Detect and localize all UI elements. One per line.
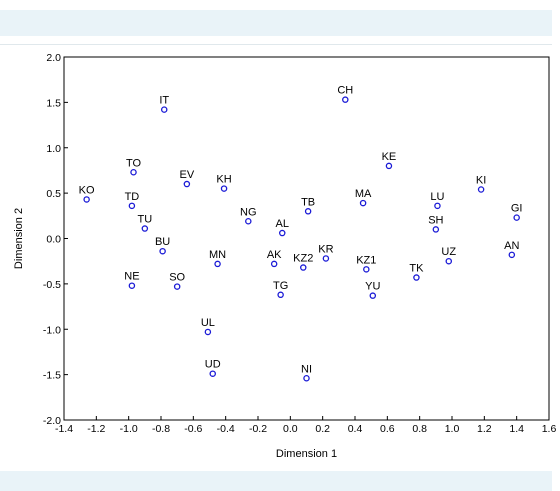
data-point	[385, 162, 393, 170]
x-tick-label: -1.0	[120, 423, 138, 435]
point-label: KI	[476, 174, 486, 186]
x-tick-label: 1.2	[477, 423, 492, 435]
y-tick-label: -1.5	[43, 370, 61, 382]
y-tick-label: -1.0	[43, 324, 61, 336]
x-tick-label: 0.4	[348, 423, 363, 435]
point-label: KO	[79, 184, 95, 196]
point-label: LU	[430, 191, 444, 203]
x-tick-label: -0.4	[217, 423, 235, 435]
point-label: GI	[511, 203, 523, 215]
x-tick-label: -0.2	[249, 423, 267, 435]
x-tick-label: 1.0	[445, 423, 460, 435]
point-label: NG	[240, 206, 257, 218]
point-label: UD	[205, 359, 221, 371]
point-label: AK	[267, 249, 282, 261]
data-point	[363, 266, 370, 273]
data-point	[204, 328, 212, 336]
data-point	[159, 247, 166, 255]
point-label: IT	[159, 95, 169, 107]
point-label: KE	[382, 151, 397, 163]
data-point	[245, 218, 252, 225]
data-point	[445, 257, 453, 265]
point-label: TO	[126, 157, 142, 169]
point-label: TB	[301, 196, 315, 208]
point-label: TD	[125, 191, 140, 203]
x-axis-label: Dimension 1	[276, 448, 337, 460]
data-point	[434, 202, 441, 210]
data-point	[432, 226, 440, 233]
data-point	[359, 199, 367, 207]
data-point	[513, 214, 520, 221]
data-point	[83, 196, 90, 203]
y-tick-label: 2.0	[46, 52, 61, 64]
point-label: MA	[355, 188, 372, 200]
x-tick-label: 0.2	[315, 423, 330, 435]
point-label: KH	[216, 174, 231, 186]
x-tick-label: 1.6	[542, 423, 557, 435]
x-tick-label: -1.2	[87, 423, 105, 435]
data-point	[141, 225, 149, 232]
y-axis-label: Dimension 2	[13, 208, 25, 269]
data-point	[183, 180, 191, 188]
data-point	[342, 96, 349, 103]
data-point	[173, 283, 181, 290]
point-label: KZ1	[356, 254, 376, 266]
data-point	[128, 202, 136, 210]
data-point	[322, 255, 330, 262]
point-label: CH	[337, 85, 353, 97]
x-tick-label: -0.6	[184, 423, 202, 435]
y-tick-label: 0.5	[46, 188, 61, 200]
point-label: SO	[169, 272, 185, 284]
x-tick-label: -0.8	[152, 423, 170, 435]
y-tick-label: -0.5	[43, 279, 61, 291]
data-point	[209, 370, 216, 377]
data-point	[278, 229, 286, 237]
point-label: UL	[201, 317, 215, 329]
point-label: TK	[409, 263, 424, 275]
top-band	[0, 10, 552, 36]
point-label: BU	[155, 236, 170, 248]
y-tick-label: 1.0	[46, 143, 61, 155]
data-point	[508, 251, 516, 259]
x-tick-label: 1.4	[509, 423, 524, 435]
point-label: MN	[209, 249, 226, 261]
point-label: NE	[124, 271, 139, 283]
data-point	[477, 186, 485, 193]
data-point	[220, 185, 228, 192]
y-tick-label: -2.0	[43, 415, 61, 427]
data-point	[128, 282, 136, 289]
x-tick-label: 0.0	[283, 423, 298, 435]
data-point	[160, 106, 168, 113]
data-point	[300, 264, 307, 271]
x-tick-label: 0.6	[380, 423, 395, 435]
data-point	[369, 292, 377, 299]
point-label: TG	[273, 280, 288, 292]
y-tick-label: 1.5	[46, 97, 61, 109]
x-tick-label: 0.8	[412, 423, 427, 435]
point-label: NI	[301, 363, 312, 375]
data-point	[304, 208, 312, 215]
point-label: AL	[276, 218, 289, 230]
point-label: TU	[137, 214, 152, 226]
point-label: YU	[365, 281, 380, 293]
point-label: AN	[504, 240, 519, 252]
chart-frame	[0, 44, 552, 466]
data-point	[270, 260, 278, 268]
data-point	[277, 291, 284, 299]
data-point	[303, 375, 310, 382]
point-label: UZ	[441, 246, 456, 258]
data-point	[413, 274, 420, 281]
x-tick-label: -1.4	[55, 423, 73, 435]
point-label: EV	[180, 169, 195, 181]
data-point	[130, 169, 137, 176]
bottom-band	[0, 471, 552, 491]
point-label: SH	[428, 214, 443, 226]
point-label: KZ2	[293, 253, 313, 265]
y-tick-label: 0.0	[46, 234, 61, 246]
point-label: KR	[318, 243, 333, 255]
data-point	[214, 260, 221, 268]
